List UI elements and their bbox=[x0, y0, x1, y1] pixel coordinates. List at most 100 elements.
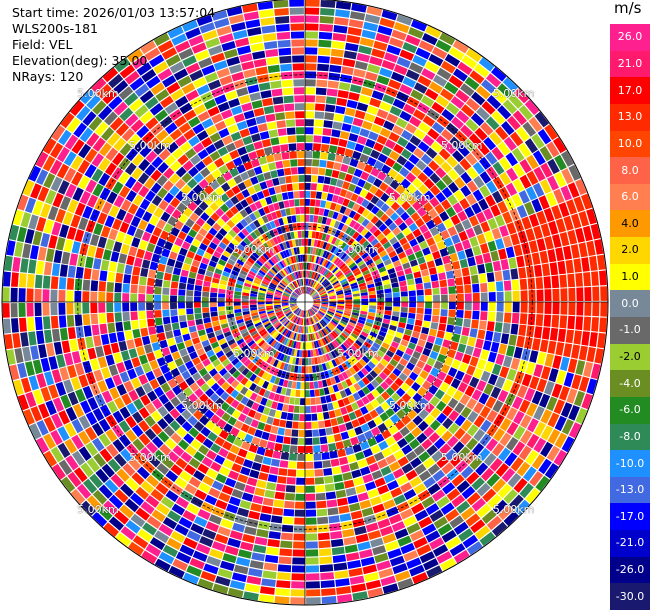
range-gate-cell bbox=[300, 326, 303, 334]
range-gate-cell bbox=[365, 321, 373, 328]
range-gate-cell bbox=[312, 294, 319, 299]
range-gate-cell bbox=[543, 207, 555, 223]
range-gate-cell bbox=[279, 251, 286, 259]
range-gate-cell bbox=[444, 262, 453, 272]
range-gate-cell bbox=[283, 268, 289, 275]
range-gate-cell bbox=[314, 111, 325, 119]
range-gate-cell bbox=[486, 95, 502, 110]
range-gate-cell bbox=[294, 517, 305, 525]
range-gate-cell bbox=[540, 366, 551, 380]
range-gate-cell bbox=[263, 562, 278, 571]
range-gate-cell bbox=[337, 497, 348, 507]
range-gate-cell bbox=[262, 33, 277, 42]
colorbar-segment bbox=[610, 130, 650, 158]
range-gate-cell bbox=[446, 324, 454, 333]
range-gate-cell bbox=[568, 302, 576, 316]
range-gate-cell bbox=[269, 284, 276, 289]
range-gate-cell bbox=[432, 378, 443, 388]
range-gate-cell bbox=[158, 394, 169, 405]
range-gate-cell bbox=[345, 306, 352, 310]
range-gate-cell bbox=[311, 231, 316, 239]
range-gate-cell bbox=[359, 153, 370, 163]
range-gate-cell bbox=[124, 498, 139, 513]
range-gate-cell bbox=[367, 63, 381, 74]
range-gate-cell bbox=[71, 351, 82, 364]
range-gate-cell bbox=[440, 502, 455, 515]
range-gate-cell bbox=[264, 334, 271, 341]
range-gate-cell bbox=[209, 354, 218, 363]
range-gate-cell bbox=[179, 276, 188, 284]
range-gate-cell bbox=[220, 518, 234, 529]
range-gate-cell bbox=[512, 110, 527, 126]
range-gate-cell bbox=[476, 211, 487, 224]
range-gate-cell bbox=[435, 167, 447, 179]
range-gate-cell bbox=[444, 449, 457, 461]
range-gate-cell bbox=[116, 468, 130, 482]
range-gate-cell bbox=[381, 275, 390, 281]
range-gate-cell bbox=[277, 272, 284, 279]
range-gate-cell bbox=[103, 344, 112, 356]
range-gate-cell bbox=[429, 185, 441, 196]
colorbar-segment bbox=[610, 77, 650, 105]
range-gate-cell bbox=[34, 288, 42, 302]
colorbar-tick-label: -4.0 bbox=[619, 376, 641, 390]
range-gate-cell bbox=[286, 275, 292, 283]
range-gate-cell bbox=[264, 263, 271, 270]
range-gate-cell bbox=[405, 123, 417, 134]
range-gate-cell bbox=[259, 414, 268, 423]
range-gate-cell bbox=[195, 433, 207, 444]
range-gate-cell bbox=[327, 262, 333, 270]
range-gate-cell bbox=[448, 309, 456, 318]
range-gate-cell bbox=[375, 511, 388, 522]
range-gate-cell bbox=[287, 266, 292, 273]
range-gate-cell bbox=[253, 166, 263, 175]
range-gate-cell bbox=[274, 185, 282, 194]
range-gate-cell bbox=[335, 105, 346, 115]
range-gate-cell bbox=[249, 203, 258, 212]
range-gate-cell bbox=[360, 331, 369, 338]
range-gate-cell bbox=[484, 230, 494, 242]
range-gate-cell bbox=[105, 354, 115, 366]
range-gate-cell bbox=[594, 239, 604, 255]
range-gate-cell bbox=[93, 258, 102, 270]
range-gate-cell bbox=[156, 219, 167, 230]
range-gate-cell bbox=[248, 510, 261, 520]
range-gate-cell bbox=[306, 270, 309, 278]
range-gate-cell bbox=[187, 178, 198, 189]
range-gate-cell bbox=[294, 199, 300, 207]
range-gate-cell bbox=[396, 409, 406, 419]
range-gate-cell bbox=[260, 90, 272, 99]
range-gate-cell bbox=[149, 215, 160, 226]
range-gate-cell bbox=[18, 303, 26, 317]
range-gate-cell bbox=[295, 119, 305, 127]
range-gate-cell bbox=[284, 224, 290, 233]
range-gate-cell bbox=[238, 413, 247, 423]
range-gate-cell bbox=[274, 292, 282, 296]
range-gate-cell bbox=[381, 322, 390, 329]
range-gate-cell bbox=[305, 318, 308, 326]
range-gate-cell bbox=[207, 79, 222, 91]
range-gate-cell bbox=[263, 205, 271, 214]
range-gate-cell bbox=[253, 58, 267, 68]
range-gate-cell bbox=[491, 110, 506, 125]
range-gate-cell bbox=[295, 485, 305, 493]
range-gate-cell bbox=[12, 257, 21, 272]
range-gate-cell bbox=[43, 416, 56, 432]
range-gate-cell bbox=[273, 245, 280, 254]
range-gate-cell bbox=[162, 75, 177, 88]
range-gate-cell bbox=[340, 406, 348, 415]
range-gate-cell bbox=[244, 526, 257, 536]
range-gate-cell bbox=[203, 280, 211, 287]
range-gate-cell bbox=[353, 243, 361, 251]
range-gate-cell bbox=[309, 289, 314, 295]
range-gate-cell bbox=[297, 279, 301, 287]
range-gate-cell bbox=[310, 308, 316, 314]
range-gate-cell bbox=[344, 173, 353, 183]
range-gate-cell bbox=[321, 299, 329, 302]
range-gate-cell bbox=[460, 406, 472, 419]
range-gate-cell bbox=[266, 261, 273, 268]
range-gate-cell bbox=[377, 458, 388, 469]
range-gate-cell bbox=[184, 256, 193, 265]
range-gate-cell bbox=[100, 259, 110, 271]
range-gate-cell bbox=[293, 247, 298, 255]
